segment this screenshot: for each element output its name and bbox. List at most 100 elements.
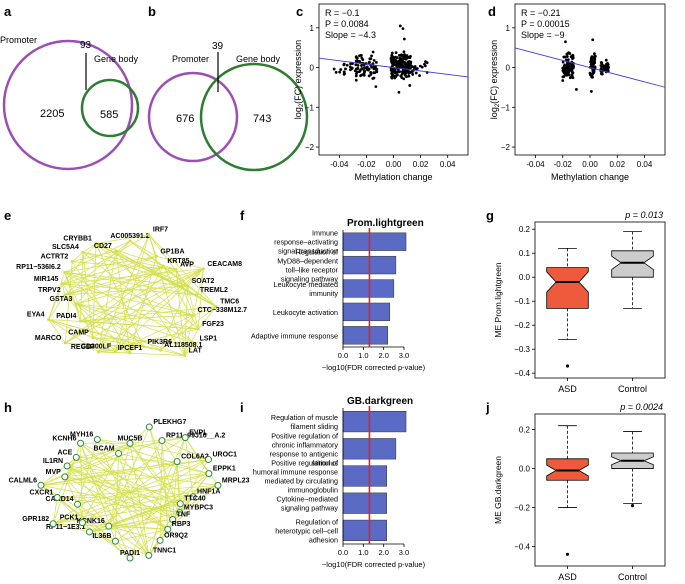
network-edge <box>66 442 131 467</box>
network-edge <box>64 457 77 478</box>
gene-label: MYH16 <box>70 431 93 438</box>
y-tick-label: 0 <box>310 64 315 73</box>
gene-label: EPPK1 <box>213 466 236 473</box>
data-point <box>589 90 593 93</box>
gene-label: MIR145 <box>34 276 59 283</box>
data-point <box>423 62 426 66</box>
network-edge <box>80 443 83 523</box>
data-point <box>569 75 573 79</box>
network-node <box>214 481 222 489</box>
network-edge <box>115 250 131 353</box>
network-edge <box>80 443 131 559</box>
data-point <box>397 90 401 94</box>
network-edge <box>61 283 66 296</box>
network-edge <box>76 456 178 463</box>
venn-a-right-only: 585 <box>100 109 118 121</box>
network-edge <box>97 439 210 475</box>
network-node <box>93 435 101 443</box>
network-node <box>186 284 190 288</box>
category-label: Leukocyte activation <box>273 308 338 317</box>
network-node <box>181 434 189 442</box>
data-point <box>342 70 346 74</box>
network-edge <box>64 240 131 296</box>
gene-label: PIK3R6 <box>148 339 173 346</box>
network-edge <box>76 303 196 344</box>
data-point <box>407 74 411 78</box>
network-edge <box>80 320 185 356</box>
gene-label: MVP <box>46 469 62 476</box>
p-value-label: p = 0.013 <box>624 210 663 220</box>
y-tick-label: 1 <box>310 24 315 33</box>
network-edge <box>129 437 186 559</box>
network-node <box>145 423 153 431</box>
network-edge <box>75 457 150 556</box>
network-edge <box>76 303 199 330</box>
network-node <box>126 554 134 562</box>
gene-label: RBP3 <box>172 521 191 528</box>
network-edge <box>40 484 180 513</box>
network-node <box>113 349 117 353</box>
network-node <box>194 342 198 346</box>
network-node <box>214 305 218 309</box>
box <box>611 250 654 278</box>
network-edge <box>64 294 77 305</box>
network-node <box>114 249 118 253</box>
data-point <box>398 24 402 28</box>
data-point <box>409 64 413 68</box>
network-edge <box>64 476 168 530</box>
network-node <box>183 353 187 357</box>
network-node <box>74 302 78 306</box>
data-point <box>604 58 608 62</box>
gene-label: CD300LF <box>81 343 112 350</box>
data-point <box>591 73 594 76</box>
network-node <box>158 437 166 445</box>
data-point <box>589 60 592 64</box>
network-node <box>47 317 51 321</box>
network-edge <box>95 243 144 348</box>
network-edge <box>95 243 199 330</box>
data-point <box>398 56 402 60</box>
gene-label: BCAM <box>94 445 115 452</box>
category-label: Cytokine–mediated signaling pathway <box>276 495 338 513</box>
data-point <box>374 85 378 89</box>
network-edge <box>161 440 178 462</box>
network-node <box>126 439 134 447</box>
gene-label: IL1RN <box>43 458 63 465</box>
category-label: Regulation of muscle filament sliding <box>271 413 338 431</box>
panel-letter-e: e <box>4 208 12 223</box>
x-tick-label: -0.02 <box>357 160 376 169</box>
data-point <box>566 63 569 67</box>
network-edge <box>64 272 81 322</box>
data-point <box>414 71 418 75</box>
x-tick-label: -0.02 <box>554 160 573 169</box>
network-node <box>94 242 98 246</box>
data-point <box>334 70 338 74</box>
data-point <box>562 68 566 71</box>
box <box>546 267 589 309</box>
x-tick-label: ASD <box>558 572 577 582</box>
x-tick-label: ASD <box>558 384 577 394</box>
gene-label: EVPL <box>189 430 208 437</box>
network-edge <box>64 476 78 505</box>
data-point <box>394 75 398 79</box>
data-point <box>370 65 374 69</box>
data-point <box>371 62 375 66</box>
network-edge <box>48 319 131 354</box>
data-point <box>593 52 596 56</box>
network-edge <box>64 261 73 343</box>
network-edge <box>76 268 204 305</box>
data-point <box>562 75 566 78</box>
y-tick-label: −0.4 <box>514 369 530 378</box>
network-edge <box>79 252 84 322</box>
network-edge <box>179 485 219 513</box>
data-point <box>395 70 399 74</box>
x-tick-label: 2.0 <box>378 351 388 360</box>
network-node <box>142 345 146 349</box>
network-edge <box>184 343 196 356</box>
network-edge <box>72 250 116 263</box>
gene-label: TNNC1 <box>153 547 176 554</box>
x-tick-label: 0.02 <box>609 160 625 169</box>
data-point <box>408 84 412 87</box>
network-node <box>63 462 71 470</box>
network-node <box>174 267 178 271</box>
